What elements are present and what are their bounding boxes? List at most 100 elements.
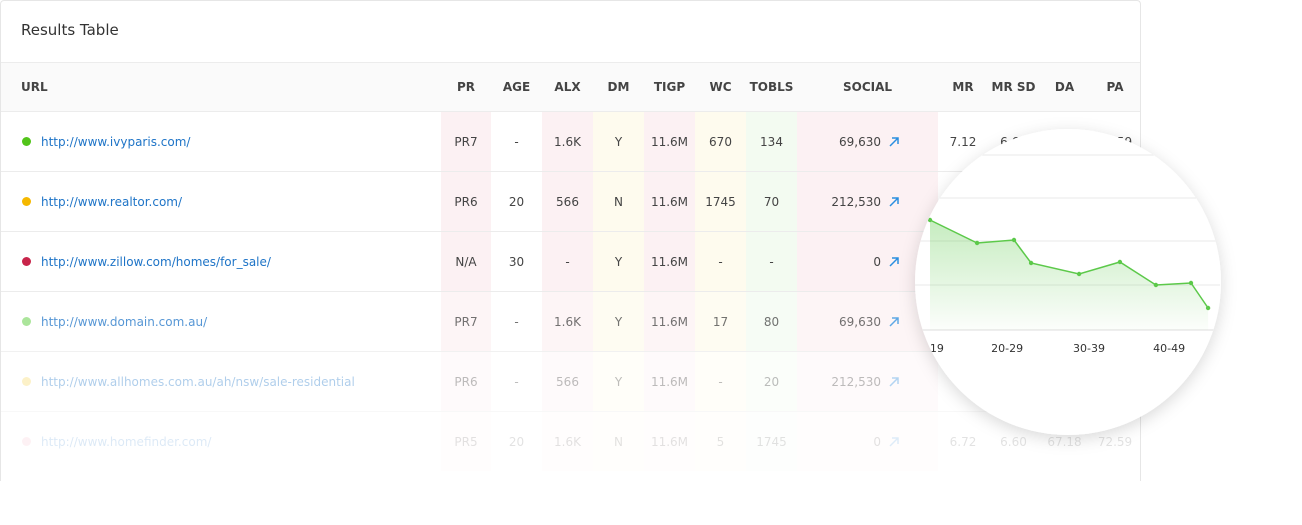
cell-bg	[695, 112, 746, 171]
table-cell: 11.6M	[650, 134, 689, 149]
cell-bg	[542, 232, 593, 291]
table-cell: 30	[508, 254, 525, 269]
social-link-icon[interactable]	[885, 232, 903, 291]
cell-bg	[441, 292, 491, 351]
cell-bg	[695, 232, 746, 291]
table-cell: 1.6K	[554, 434, 581, 449]
card-title: Results Table	[21, 21, 119, 39]
status-dot	[22, 437, 31, 446]
column-header: TOBLS	[749, 80, 794, 94]
table-cell: 11.6M	[650, 374, 689, 389]
social-link-icon[interactable]	[885, 412, 903, 471]
table-cell: 11.6M	[650, 434, 689, 449]
cell-bg	[644, 412, 695, 471]
table-cell: 69,630	[839, 314, 881, 329]
column-header: PA	[1106, 80, 1124, 94]
cell-bg	[797, 172, 938, 231]
cell-bg	[797, 232, 938, 291]
table-cell: 11.6M	[650, 194, 689, 209]
table-cell: -	[718, 374, 723, 389]
divider	[1, 111, 1140, 112]
table-cell: 1745	[756, 434, 787, 449]
cell-bg	[797, 292, 938, 351]
table-cell: 5	[716, 434, 725, 449]
table-cell: 11.6M	[650, 314, 689, 329]
social-link-icon[interactable]	[885, 292, 903, 351]
table-cell: 67.18	[1047, 434, 1082, 449]
status-dot	[22, 377, 31, 386]
table-cell: N	[614, 434, 623, 449]
table-cell: 6.60	[1000, 434, 1027, 449]
table-cell: 7.12	[949, 134, 977, 149]
table-cell: Y	[614, 254, 623, 269]
point	[1011, 237, 1017, 243]
point	[927, 217, 933, 223]
social-link-icon[interactable]: REAL ESTATE FOR SALE	[885, 112, 903, 171]
table-cell: 80	[763, 314, 780, 329]
table-cell: 11.6M	[650, 254, 689, 269]
point	[1153, 282, 1159, 288]
table-cell: 0	[873, 434, 881, 449]
table-cell: 566	[556, 194, 579, 209]
social-link-icon[interactable]	[885, 352, 903, 411]
column-header: AGE	[502, 80, 531, 94]
divider	[1, 63, 1140, 111]
table-cell: PR7	[454, 134, 478, 149]
table-cell: PR5	[454, 434, 478, 449]
table-cell: 20	[508, 434, 525, 449]
table-cell: 20	[763, 374, 780, 389]
table-cell: -	[514, 314, 519, 329]
divider	[1, 411, 1140, 412]
cell-bg	[593, 412, 644, 471]
table-cell: Y	[614, 314, 623, 329]
column-header: PR	[456, 80, 476, 94]
column-header: ALX	[554, 80, 581, 94]
url-link[interactable]: http://www.zillow.com/homes/for_sale/	[41, 254, 271, 269]
cell-bg	[746, 412, 797, 471]
table-cell: 20	[508, 194, 525, 209]
cell-bg	[797, 352, 938, 411]
cell-bg	[441, 412, 491, 471]
table-cell: N	[614, 194, 623, 209]
social-link-icon[interactable]	[885, 172, 903, 231]
x-tick-label: 40-49	[1153, 342, 1185, 355]
table-cell: Y	[614, 374, 623, 389]
table-cell: 1745	[705, 194, 736, 209]
area	[930, 220, 1209, 330]
status-dot	[22, 257, 31, 266]
url-link[interactable]: http://www.domain.com.au/	[41, 314, 208, 329]
cell-bg	[695, 412, 746, 471]
cell-bg	[441, 172, 491, 231]
table-cell: PR6	[454, 194, 478, 209]
cell-bg	[746, 352, 797, 411]
url-link[interactable]: http://www.homefinder.com/	[41, 434, 212, 449]
table-cell: Y	[614, 134, 623, 149]
table-cell: 69,630	[839, 134, 881, 149]
table-cell: 670	[709, 134, 732, 149]
table-cell: 566	[556, 374, 579, 389]
url-link[interactable]: http://www.allhomes.com.au/ah/nsw/sale-r…	[41, 374, 355, 389]
cell-bg	[593, 232, 644, 291]
divider	[1, 231, 1140, 232]
column-header: MR SD	[991, 80, 1036, 94]
table-cell: 6.72	[949, 434, 977, 449]
cell-bg	[797, 112, 938, 171]
divider	[1, 171, 1140, 172]
cell-bg	[593, 112, 644, 171]
cell-bg	[695, 172, 746, 231]
url-link[interactable]: http://www.realtor.com/	[41, 194, 183, 209]
status-dot	[22, 197, 31, 206]
column-header: MR	[952, 80, 974, 94]
divider	[1, 351, 1140, 352]
cell-bg	[746, 172, 797, 231]
point	[1076, 271, 1082, 277]
cell-bg	[644, 292, 695, 351]
cell-bg	[593, 172, 644, 231]
table-cell: 1.6K	[554, 314, 581, 329]
cell-bg	[441, 112, 491, 171]
status-dot	[22, 317, 31, 326]
url-link[interactable]: http://www.ivyparis.com/	[41, 134, 191, 149]
divider	[1, 291, 1140, 292]
x-tick-label: 19	[930, 342, 944, 355]
